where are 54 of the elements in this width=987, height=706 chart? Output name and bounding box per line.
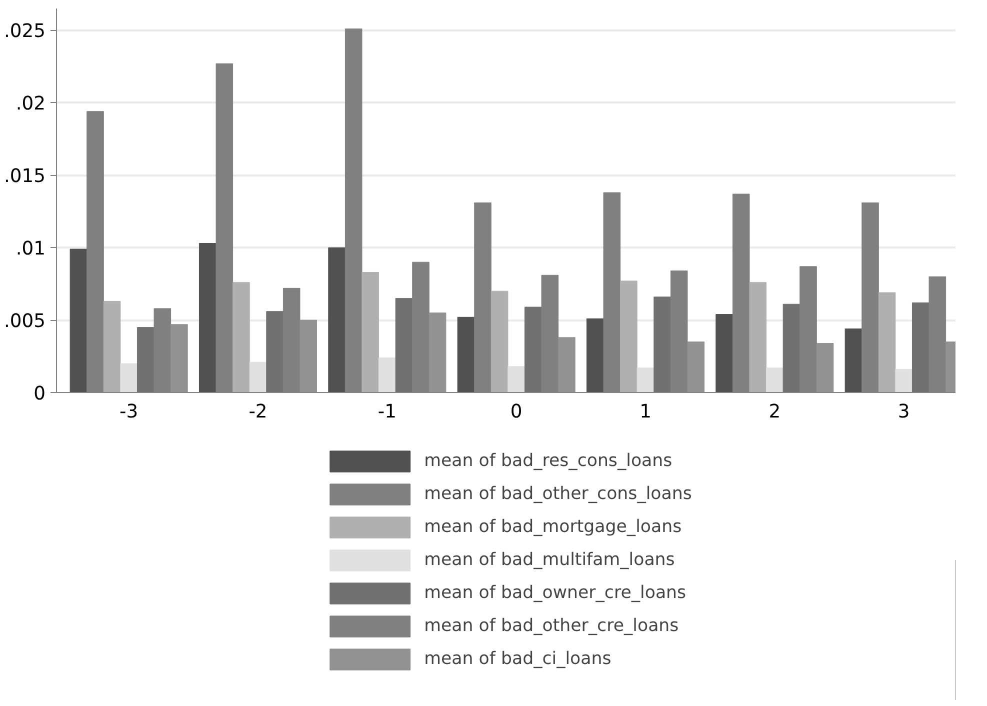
y-tick-label: .01	[16, 238, 46, 260]
y-tick-label: .02	[16, 94, 46, 115]
y-tick-label: .015	[4, 166, 46, 188]
legend-label: mean of bad_other_cre_loans	[424, 615, 679, 638]
bar	[198, 242, 216, 392]
legend-label: mean of bad_mortgage_loans	[424, 516, 682, 539]
legend-label: mean of bad_other_cons_loans	[424, 483, 692, 506]
x-tick-label: -1	[378, 402, 396, 422]
legend-label: mean of bad_owner_cre_loans	[424, 582, 686, 605]
bar	[136, 327, 154, 392]
x-tick-label: -3	[120, 402, 138, 422]
bar	[457, 316, 475, 392]
bar	[816, 342, 834, 392]
bar	[782, 304, 800, 392]
bar	[749, 282, 767, 392]
bar	[170, 324, 188, 392]
bar	[766, 368, 784, 392]
y-tick-label: .005	[4, 311, 46, 332]
bar	[103, 300, 121, 392]
bar	[249, 362, 267, 392]
bar	[878, 292, 896, 392]
bar	[654, 296, 671, 392]
y-tick-label: .025	[4, 21, 46, 42]
bar	[232, 282, 250, 392]
bar	[524, 306, 542, 392]
bar	[716, 314, 733, 392]
bar	[395, 298, 413, 392]
bar	[120, 363, 138, 392]
bar	[912, 302, 930, 392]
bar	[378, 357, 396, 392]
bar	[70, 248, 88, 392]
x-tick-label: 1	[640, 402, 652, 422]
bar	[490, 290, 508, 392]
x-tick-label: -2	[248, 402, 268, 422]
bar	[844, 328, 862, 392]
bar	[428, 312, 446, 392]
bar	[895, 369, 912, 392]
x-tick-label: 2	[768, 402, 781, 422]
bar	[687, 342, 705, 392]
bar	[328, 247, 346, 392]
x-tick-label: 0	[510, 402, 522, 422]
bar	[586, 318, 604, 392]
legend-label: mean of bad_multifam_loans	[424, 549, 675, 572]
bar	[636, 368, 654, 392]
y-tick-label: 0	[34, 384, 46, 404]
bar	[508, 366, 525, 392]
x-tick-label: 3	[898, 402, 910, 422]
bar	[620, 280, 638, 392]
bar	[558, 337, 576, 392]
legend-label: mean of bad_res_cons_loans	[424, 450, 672, 473]
bar	[362, 272, 380, 392]
bar	[266, 311, 284, 392]
legend-label: mean of bad_ci_loans	[424, 648, 612, 671]
bar	[300, 320, 318, 392]
